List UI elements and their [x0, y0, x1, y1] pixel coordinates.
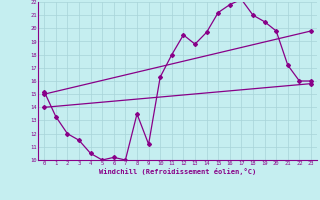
- X-axis label: Windchill (Refroidissement éolien,°C): Windchill (Refroidissement éolien,°C): [99, 168, 256, 175]
